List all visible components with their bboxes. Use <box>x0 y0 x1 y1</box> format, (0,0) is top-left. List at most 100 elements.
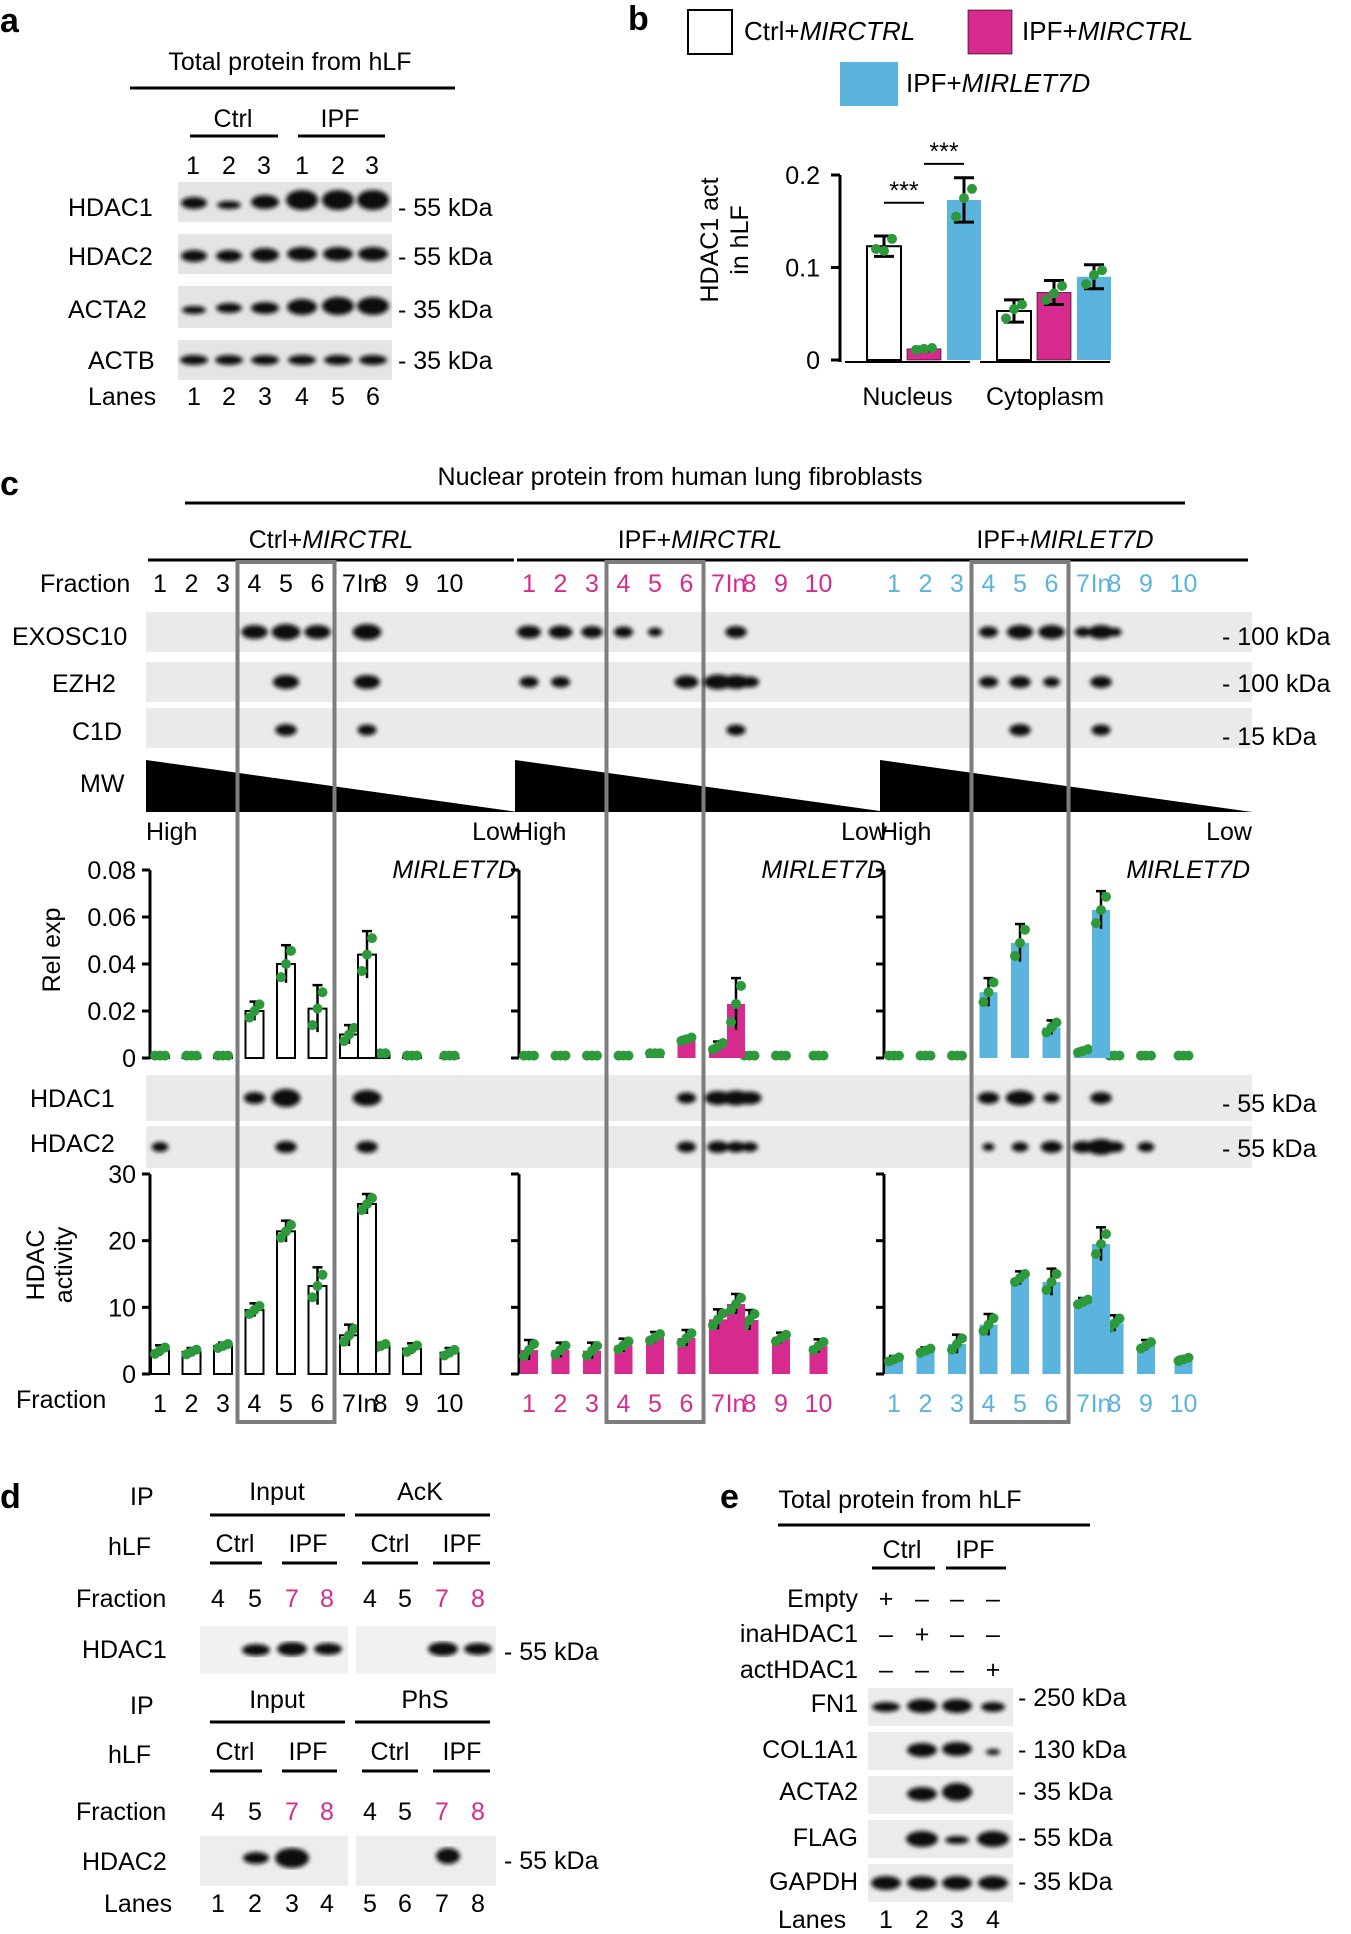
panel-c-band <box>726 1141 746 1153</box>
panel-c-band <box>304 625 331 639</box>
panel-a-sample-4: 1 <box>295 152 309 180</box>
panel-b-datapoint <box>1017 299 1027 310</box>
panel-c-relexp-point <box>781 1050 791 1061</box>
panel-c-band <box>1137 1142 1155 1152</box>
panel-c-y-hdac-label-2: activity <box>50 1226 78 1303</box>
panel-c-relexp-point <box>1101 891 1111 902</box>
panel-b-ytick-label: 0.1 <box>785 255 820 283</box>
panel-c-fraction-number: 9 <box>774 570 788 598</box>
legend-swatch-ipf-mirlet7d <box>840 62 898 106</box>
panel-d-lane-4: 4 <box>320 1890 334 1918</box>
panel-c-blot-strip <box>880 662 1252 702</box>
panel-c-relexp-ticklabel: 0 <box>122 1045 136 1073</box>
panel-d-group-ctrl-2: Ctrl <box>371 1530 410 1558</box>
panel-e: e Total protein from hLF Ctrl IPF Empty … <box>720 1478 1126 1934</box>
panel-c-band <box>1043 677 1060 687</box>
panel-c-relexp-point <box>983 987 994 998</box>
panel-c-band <box>1009 676 1031 688</box>
panel-c-fraction-number: 10 <box>1170 570 1198 598</box>
panel-c-hdac-point <box>686 1328 697 1339</box>
panel-b-bar <box>1077 276 1111 360</box>
panel-d-group-ctrl-3: Ctrl <box>216 1738 255 1766</box>
panel-c-fraction-number: 3 <box>950 570 964 598</box>
panel-d-frac2-5: 4 <box>363 1798 377 1826</box>
panel-a-lanes-label: Lanes <box>88 383 156 411</box>
panel-d-lane-2: 2 <box>248 1890 262 1918</box>
panel-c-blot-strip <box>146 1075 518 1121</box>
panel-c-relexp-point <box>367 933 377 944</box>
panel-d-frac2-4: 8 <box>320 1798 334 1826</box>
panel-c-fraction-number-bottom: 2 <box>554 1390 568 1418</box>
panel-e-blot-acta2: ACTA2 <box>779 1778 858 1806</box>
panel-c-hdac-point <box>412 1340 422 1351</box>
panel-c-band <box>1086 1139 1116 1155</box>
panel-c-band <box>1006 625 1034 639</box>
panel-c-band <box>272 675 300 689</box>
panel-b-ytick-label: 0 <box>806 347 820 375</box>
panel-c-hdac-point <box>1183 1352 1194 1363</box>
panel-c-relexp-point <box>317 987 328 998</box>
panel-c-hdac-bar <box>709 1319 727 1374</box>
panel-c-size-c1d: - 15 kDa <box>1222 723 1317 751</box>
panel-d-frac2-3: 7 <box>285 1798 299 1826</box>
panel-c-fraction-number-bottom: 8 <box>374 1390 388 1418</box>
panel-d-group-ipf-4: IPF <box>443 1738 482 1766</box>
panel-e-blot-col1a1: COL1A1 <box>762 1736 858 1764</box>
panel-d-lane-7: 7 <box>435 1890 449 1918</box>
panel-c-fraction-number-bottom: 10 <box>805 1390 833 1418</box>
panel-c-band <box>356 1141 378 1153</box>
panel-c-fraction-number: In <box>726 570 747 598</box>
panel-c-relexp-point <box>1091 918 1101 929</box>
panel-c-hdac-point <box>560 1340 571 1351</box>
panel-c-relexp-bar <box>709 1046 727 1058</box>
panel-c-fraction-number-bottom: 9 <box>774 1390 788 1418</box>
panel-c-fraction-number: 8 <box>743 570 757 598</box>
panel-e-sign: + <box>986 1656 1001 1684</box>
panel-c-relexp-point <box>160 1050 170 1061</box>
panel-d-blot-hdac2-input <box>200 1836 348 1886</box>
panel-c-fraction-number-bottom: 2 <box>919 1390 933 1418</box>
panel-c-relexp-point <box>749 1050 760 1061</box>
panel-c-band <box>726 724 746 736</box>
panel-d-fraction-label-2: Fraction <box>76 1798 166 1826</box>
panel-e-sign: – <box>950 1656 964 1684</box>
panel-c-blot-strip <box>146 662 518 702</box>
panel-c-fraction-number: 2 <box>554 570 568 598</box>
panel-c-mw-wedge <box>146 760 518 812</box>
panel-c-hdac-point <box>1083 1294 1093 1305</box>
panel-c-blot-strip <box>880 708 1252 748</box>
panel-c-relexp-point <box>718 1037 728 1048</box>
panel-c-band <box>352 624 382 640</box>
panel-d-group-ipf-3: IPF <box>289 1738 328 1766</box>
panel-c-band <box>978 626 999 638</box>
panel-c-relexp-bar <box>1092 909 1110 1058</box>
panel-c-fraction-number-bottom: 3 <box>950 1390 964 1418</box>
panel-d-size-2: - 55 kDa <box>504 1847 599 1875</box>
panel-d-frac2-2: 5 <box>248 1798 262 1826</box>
panel-c-fraction-number: 3 <box>216 570 230 598</box>
panel-a-blot-label-hdac1: HDAC1 <box>68 194 153 222</box>
panel-c-fraction-number: 3 <box>585 570 599 598</box>
panel-c-band <box>1011 1142 1029 1152</box>
panel-c-band <box>1090 1092 1112 1104</box>
panel-c-relexp-point <box>560 1050 571 1061</box>
panel-c-fraction-number: 8 <box>374 570 388 598</box>
panel-c-gene-label: MIRLET7D <box>1126 856 1250 884</box>
panel-c-hdac-bar <box>1074 1302 1092 1374</box>
panel-c-fraction-number-bottom: In <box>357 1390 378 1418</box>
panel-c-blot-c1d: C1D <box>72 718 122 746</box>
panel-c-highlight-box <box>969 560 1071 1424</box>
panel-c-xaxis-fraction-label: Fraction <box>16 1386 106 1414</box>
panel-e-lane-3: 3 <box>950 1906 964 1934</box>
panel-c-relexp-point <box>191 1050 202 1061</box>
panel-c-fraction-number: 1 <box>153 570 167 598</box>
panel-d-ip2-input: Input <box>249 1686 305 1714</box>
panel-c-band <box>271 624 301 640</box>
panel-c-letter: c <box>0 465 19 503</box>
panel-c-blot-strip <box>146 1126 518 1168</box>
panel-c-fraction-number-bottom: 9 <box>405 1390 419 1418</box>
panel-d-ip1-ack: AcK <box>397 1478 443 1506</box>
panel-e-sign: + <box>879 1585 894 1613</box>
panel-c-relexp-ticklabel: 0.02 <box>87 998 136 1026</box>
panel-c-hdac-point <box>718 1308 728 1319</box>
